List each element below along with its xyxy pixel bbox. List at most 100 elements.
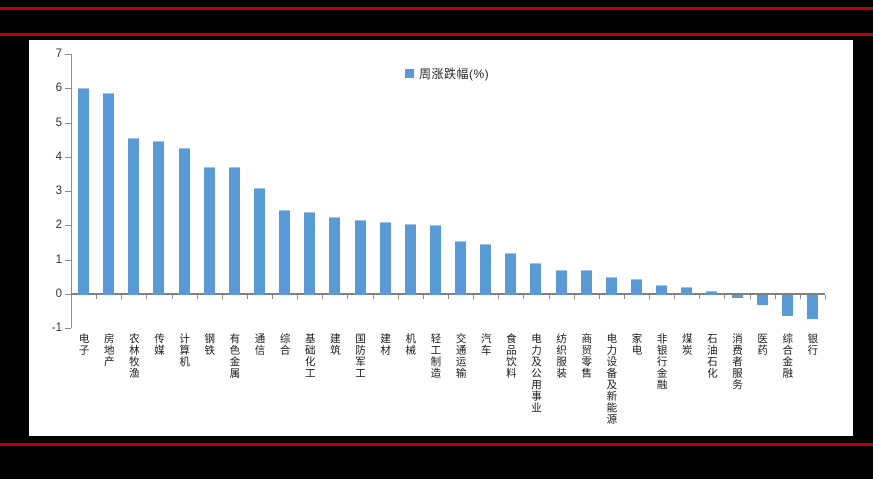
x-category-label: 建筑 [328,333,341,357]
x-axis-tick [221,295,223,299]
x-axis-tick [548,295,550,299]
y-axis-tick [65,53,71,55]
bar [505,252,517,295]
x-category-label: 纺织服装 [555,333,568,380]
bar [530,263,542,295]
bar [756,295,768,306]
x-axis-tick [397,295,399,299]
x-axis-tick [146,295,148,299]
x-axis-tick [523,295,525,299]
y-tick-label: -1 [51,322,62,335]
bar [580,269,592,295]
x-category-label: 计算机 [178,333,191,368]
header-accent-line-bottom [0,33,873,36]
bar [103,93,115,295]
masked-right-margin [853,40,873,436]
bar [279,209,291,295]
y-axis-tick [65,191,71,193]
x-category-label: 电子 [77,333,90,357]
bar [404,223,416,295]
x-category-label: 房地产 [102,333,115,368]
x-axis-tick [96,295,98,299]
x-category-label: 有色金属 [228,333,241,380]
y-tick-label: 6 [55,82,62,95]
y-tick-label: 3 [55,185,62,198]
x-axis-tick [498,295,500,299]
x-axis-tick [749,295,751,299]
x-axis-tick [473,295,475,299]
bar [429,225,441,295]
x-axis-tick [799,295,801,299]
x-category-label: 医药 [756,333,769,357]
y-axis-tick [65,225,71,227]
x-category-label: 通信 [253,333,266,357]
x-category-label: 综合金融 [781,333,794,380]
bar [455,240,467,295]
x-category-label: 家电 [630,333,643,357]
x-axis-tick [699,295,701,299]
x-axis-tick [649,295,651,299]
bar [153,141,165,295]
bar [605,276,617,295]
bar [781,295,793,316]
masked-footer-band [0,436,873,479]
bar [78,88,90,295]
x-axis-tick [623,295,625,299]
bar [631,278,642,295]
x-axis-tick [246,295,248,299]
x-axis-line [71,293,825,295]
bar [228,167,240,295]
y-tick-label: 5 [55,116,62,129]
y-axis-tick [65,294,71,295]
y-tick-label: 2 [55,219,62,232]
legend-swatch-icon [405,69,414,78]
x-category-label: 银行 [806,333,819,357]
bar [480,244,492,295]
x-category-label: 石油石化 [705,333,718,380]
x-category-label: 农林牧渔 [127,333,140,380]
bar [656,285,668,295]
y-axis-tick [65,328,71,330]
x-axis-tick [297,295,299,299]
y-tick-label: 0 [55,288,62,300]
bar [329,216,341,295]
x-category-label: 汽车 [479,333,492,357]
x-category-label: 综合 [278,333,291,357]
x-axis-tick [71,295,72,299]
y-axis-tick [65,122,71,124]
x-axis-tick [598,295,600,299]
x-category-label: 商贸零售 [580,333,593,380]
bar [681,287,693,295]
x-category-label: 交通运输 [454,333,467,380]
header-accent-line-top [0,7,873,10]
x-category-label: 国防军工 [354,333,367,380]
x-axis-tick [422,295,424,299]
x-axis-tick [272,295,274,299]
bar [555,269,567,295]
x-axis-tick [674,295,676,299]
x-category-label: 煤炭 [680,333,693,357]
bar [304,211,316,295]
x-category-label: 基础化工 [303,333,316,380]
x-axis-tick [121,295,123,299]
y-axis-tick [65,156,71,158]
x-category-label: 消费者服务 [731,333,744,391]
y-tick-label: 1 [55,253,62,266]
x-category-label: 钢铁 [203,333,216,357]
footer-accent-line [0,443,873,446]
x-axis-tick [347,295,349,299]
x-axis-tick [372,295,374,299]
bar [706,290,718,295]
bar [128,137,140,295]
x-axis-tick [322,295,324,299]
x-category-label: 轻工制造 [429,333,442,380]
x-axis-tick [448,295,449,299]
masked-header-band [0,0,873,40]
x-category-label: 传媒 [152,333,165,357]
bar [354,220,366,295]
x-category-label: 电力设备及新能源 [605,333,618,426]
x-axis-tick [171,295,173,299]
bar [203,167,215,295]
bar [806,295,818,319]
